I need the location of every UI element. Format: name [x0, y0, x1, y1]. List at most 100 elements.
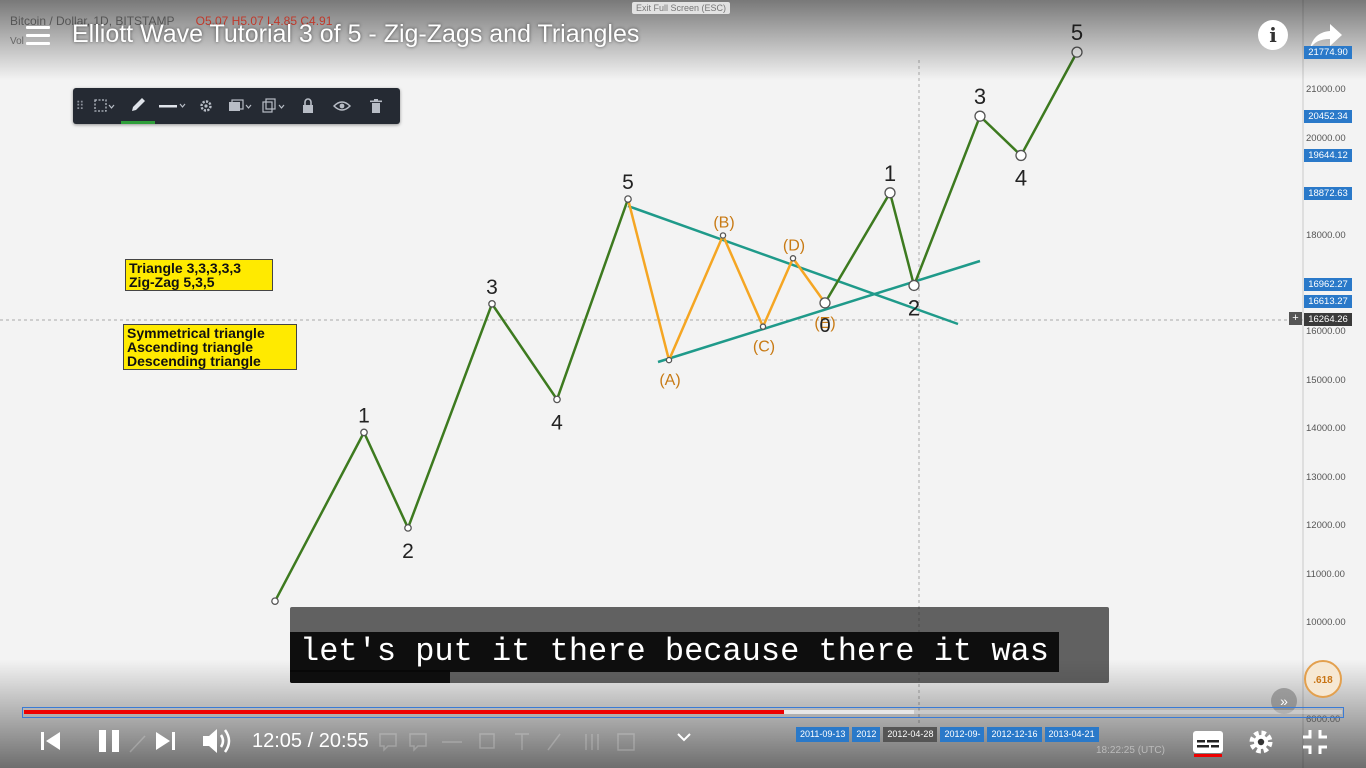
date-label: 2013-04-21 — [1044, 727, 1099, 742]
triangle-wave-point[interactable] — [789, 255, 797, 262]
impulse-wave-label: 3 — [486, 276, 498, 299]
post-triangle-wave-point[interactable] — [974, 110, 986, 122]
triangle-wave-label: (A) — [659, 372, 680, 389]
triangle-wave-label: (C) — [753, 339, 775, 356]
post-triangle-wave-point[interactable] — [908, 279, 920, 292]
current-price-badge: 16264.26 — [1304, 313, 1352, 326]
triangle-lower-trendline — [657, 259, 981, 364]
post-triangle-wave-label: 2 — [908, 295, 920, 320]
triangle-wave-point[interactable] — [665, 356, 673, 364]
price-badge: 18872.63 — [1304, 187, 1352, 200]
post-triangle-wave-point[interactable] — [884, 187, 896, 199]
drawing-toolbar: ⠿ — [73, 88, 400, 124]
date-label: 2012-09- — [940, 727, 985, 742]
post-triangle-wave-line[interactable] — [823, 51, 1079, 304]
impulse-wave-point[interactable] — [404, 524, 412, 532]
line-width-icon[interactable] — [155, 88, 189, 124]
next-icon[interactable] — [152, 728, 178, 754]
price-tick: 6000.00 — [1306, 714, 1341, 725]
exit-fullscreen-icon[interactable] — [1300, 727, 1330, 757]
subtitles-icon[interactable] — [1192, 730, 1224, 754]
gear-icon[interactable] — [189, 88, 223, 124]
price-badge: 16962.27 — [1304, 278, 1352, 291]
eye-icon[interactable] — [325, 88, 359, 124]
impulse-wave-label: 4 — [551, 411, 563, 434]
legend-line: Symmetrical triangle — [127, 325, 265, 341]
price-tick: 15000.00 — [1306, 375, 1346, 386]
triangle-upper-trendline — [627, 204, 959, 326]
post-triangle-wave-label: 5 — [1071, 20, 1083, 45]
post-triangle-wave-label: 4 — [1015, 165, 1027, 190]
exit-fullscreen-hint[interactable]: Exit Full Screen (ESC) — [632, 2, 731, 14]
subtitles-active-indicator — [1194, 754, 1222, 757]
date-label: 2012 — [852, 727, 881, 742]
impulse-wave-point[interactable] — [624, 195, 632, 203]
price-tick: 12000.00 — [1306, 520, 1346, 531]
impulse-wave-label: 1 — [358, 404, 370, 427]
progress-bar-frame[interactable] — [22, 707, 1344, 718]
post-triangle-wave-label: 1 — [884, 161, 896, 186]
time-axis[interactable]: 2011-09-13 2012 2012-04-28 2012-09- 2012… — [796, 727, 1102, 742]
price-tick: 13000.00 — [1306, 472, 1346, 483]
post-triangle-wave-point[interactable] — [1071, 46, 1083, 58]
add-alert-icon[interactable]: + — [1289, 312, 1302, 325]
scroll-to-realtime-icon[interactable]: » — [1271, 688, 1297, 714]
price-tick: 20000.00 — [1306, 133, 1346, 144]
chart-drawing-tools-ghost — [129, 733, 635, 753]
triangle-wave-line[interactable] — [626, 198, 827, 362]
price-tick: 21000.00 — [1306, 84, 1346, 95]
triangle-trendlines — [627, 204, 981, 364]
time-display: 12:05 / 20:55 — [252, 730, 369, 752]
previous-icon[interactable] — [38, 728, 64, 754]
settings-icon[interactable] — [1246, 727, 1276, 757]
trash-icon[interactable] — [359, 88, 393, 124]
symbol-text: Bitcoin / Dollar, 1D, BITSTAMP — [10, 14, 175, 28]
post-triangle-wave-point[interactable] — [1015, 149, 1027, 162]
impulse-wave-point[interactable] — [360, 428, 368, 437]
playlist-menu-icon[interactable] — [26, 26, 50, 46]
triangle-wave-label: (B) — [713, 214, 734, 231]
date-label: 2012-04-28 — [883, 727, 938, 742]
post-triangle-wave-label: 3 — [974, 84, 986, 109]
triangle-wave-point[interactable] — [719, 232, 727, 239]
triangle-types-legend: Symmetrical triangle Ascending triangle … — [123, 324, 297, 370]
impulse-wave-line[interactable] — [273, 198, 630, 602]
legend-line: Zig-Zag 5,3,5 — [129, 274, 215, 290]
grip-icon[interactable]: ⠿ — [75, 99, 85, 113]
progress-played[interactable] — [24, 710, 785, 714]
price-tick: 11000.00 — [1306, 569, 1345, 580]
impulse-wave-point[interactable] — [553, 395, 561, 404]
wave-origin-label: 0 — [819, 315, 830, 337]
wave-structure-legend: Triangle 3,3,3,3,3 Zig-Zag 5,3,5 — [125, 259, 273, 291]
impulse-wave-point[interactable] — [271, 597, 279, 606]
price-tick: 10000.00 — [1306, 617, 1346, 628]
chevron-down-icon[interactable] — [674, 730, 694, 744]
lock-icon[interactable] — [291, 88, 325, 124]
price-tick: 18000.00 — [1306, 230, 1346, 241]
ohlc-text: O5.07 H5.07 L4.85 C4.91 — [195, 14, 333, 28]
subtitle-next-line — [290, 670, 450, 683]
post-triangle-wave-point[interactable] — [819, 297, 831, 309]
impulse-wave-point[interactable] — [488, 300, 496, 308]
pencil-icon[interactable] — [121, 88, 155, 124]
volume-label: Vol — [10, 36, 24, 47]
volume-icon[interactable] — [200, 726, 234, 756]
triangle-wave-point[interactable] — [759, 323, 767, 330]
impulse-wave-label: 2 — [402, 540, 414, 563]
legend-line: Descending triangle — [127, 353, 261, 369]
info-icon[interactable]: i — [1258, 20, 1288, 50]
price-tick: 16000.00 — [1306, 326, 1346, 337]
utc-clock: 18:22:25 (UTC) — [1096, 745, 1165, 756]
clone-icon[interactable] — [257, 88, 291, 124]
share-icon[interactable] — [1306, 18, 1346, 54]
layer-icon[interactable] — [223, 88, 257, 124]
subtitle-text: let's put it there because there it was — [290, 632, 1059, 672]
chart-symbol-header: Bitcoin / Dollar, 1D, BITSTAMP O5.07 H5.… — [10, 14, 332, 28]
triangle-wave-label: (D) — [783, 237, 805, 254]
line-style-icon[interactable] — [87, 88, 121, 124]
subtitle-window: let's put it there because there it was — [290, 607, 1109, 683]
price-tick: 14000.00 — [1306, 423, 1346, 434]
pause-icon[interactable] — [96, 728, 122, 754]
impulse-wave-label: 5 — [622, 171, 634, 194]
video-title[interactable]: Elliott Wave Tutorial 3 of 5 - Zig-Zags … — [72, 20, 640, 48]
